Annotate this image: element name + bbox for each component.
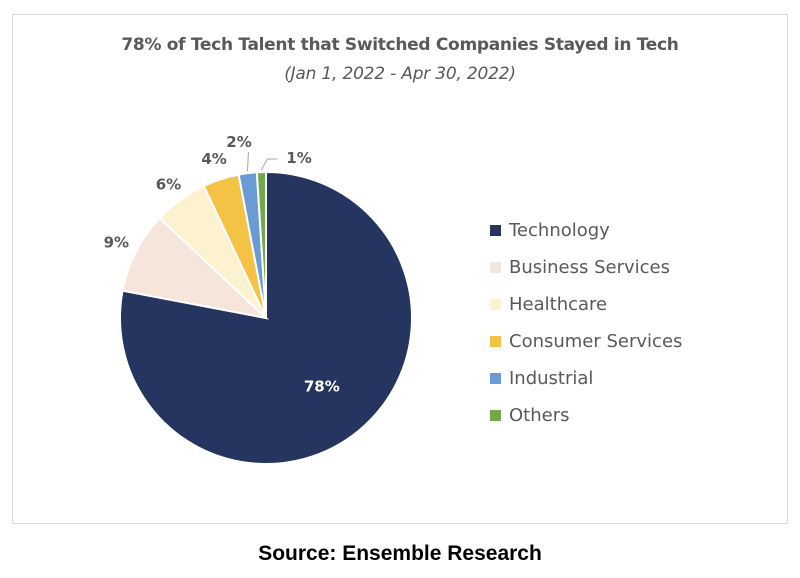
data-label: 4% xyxy=(201,150,226,168)
legend-swatch xyxy=(490,336,501,347)
legend: Technology Business Services Healthcare … xyxy=(490,212,682,434)
legend-swatch xyxy=(490,410,501,421)
data-label: 6% xyxy=(156,176,181,194)
data-label: 2% xyxy=(226,133,251,151)
legend-label: Consumer Services xyxy=(509,331,683,352)
legend-swatch xyxy=(490,262,501,273)
pie-slice-business-services xyxy=(121,216,270,320)
legend-item: Technology xyxy=(490,212,682,249)
legend-label: Industrial xyxy=(509,368,594,389)
legend-label: Healthcare xyxy=(509,294,608,315)
legend-swatch xyxy=(490,299,501,310)
chart-title: 78% of Tech Talent that Switched Compani… xyxy=(121,35,679,55)
legend-swatch xyxy=(490,373,501,384)
legend-label: Technology xyxy=(509,220,610,241)
chart-subtitle: (Jan 1, 2022 - Apr 30, 2022) xyxy=(284,64,516,84)
source-caption: Source: Ensemble Research xyxy=(258,542,542,565)
legend-item: Consumer Services xyxy=(490,323,682,360)
legend-item: Others xyxy=(490,397,682,434)
data-label: 9% xyxy=(104,234,129,252)
legend-label: Business Services xyxy=(509,257,670,278)
data-label: 78% xyxy=(304,377,340,395)
legend-item: Industrial xyxy=(490,360,682,397)
leader-line xyxy=(246,151,249,172)
legend-item: Business Services xyxy=(490,249,682,286)
data-label: 1% xyxy=(286,149,311,167)
leader-line xyxy=(260,158,278,171)
legend-swatch xyxy=(490,225,501,236)
legend-item: Healthcare xyxy=(490,286,682,323)
pie-slice-others xyxy=(255,170,267,319)
legend-label: Others xyxy=(509,405,570,426)
